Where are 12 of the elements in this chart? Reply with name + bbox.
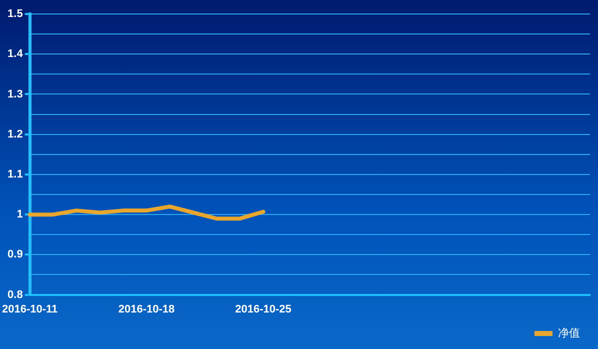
y-tick-label: 1: [16, 208, 23, 221]
x-tick-label: 2016-10-25: [235, 303, 292, 316]
legend-label: 净值: [558, 326, 580, 340]
y-tick-label: 0.8: [8, 288, 23, 301]
y-tick-label: 1.4: [8, 48, 24, 60]
x-tick-label: 2016-10-18: [118, 303, 175, 316]
y-tick-label: 1.5: [8, 8, 23, 20]
x-tick-label: 2016-10-11: [2, 303, 58, 316]
y-tick-label: 1.2: [8, 128, 23, 140]
y-tick-label: 1.3: [8, 88, 23, 100]
y-tick-label: 0.9: [8, 248, 23, 261]
y-tick-label: 1.1: [8, 168, 23, 180]
